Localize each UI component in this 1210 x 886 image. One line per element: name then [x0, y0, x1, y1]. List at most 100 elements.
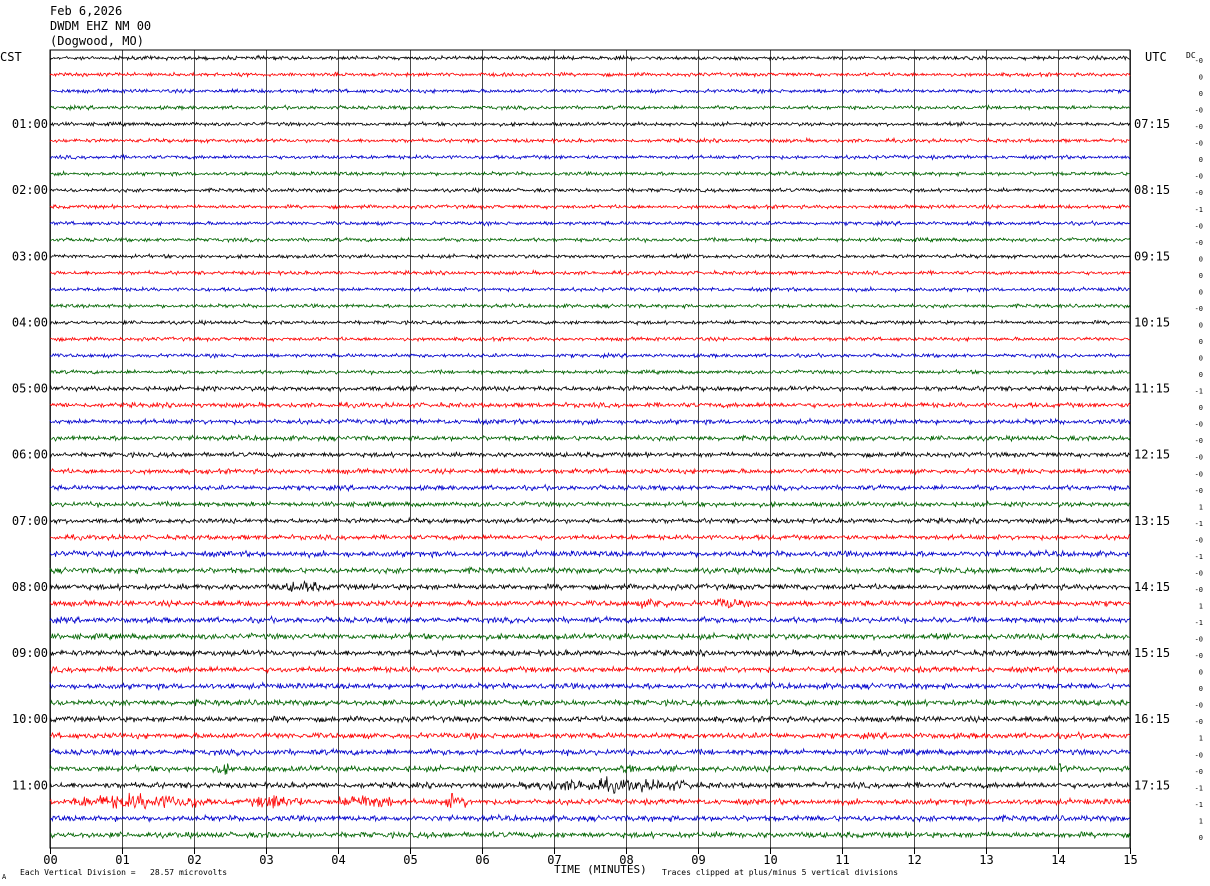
x-tick-label: 11 [835, 853, 849, 867]
dc-offset-value: 1 [1199, 735, 1203, 743]
dc-offset-value: 0 [1199, 255, 1203, 263]
utc-hour-label: 09:15 [1134, 249, 1170, 263]
dc-offset-value: -0 [1195, 487, 1203, 495]
dc-offset-value: -0 [1195, 636, 1203, 644]
trace-row [49, 186, 1131, 194]
trace-row [49, 136, 1131, 145]
utc-hour-label: 13:15 [1134, 514, 1170, 528]
dc-offset-value: -0 [1195, 718, 1203, 726]
trace-row [49, 776, 1131, 794]
trace-row [49, 698, 1131, 708]
trace-row [49, 665, 1131, 675]
cst-hour-label: 02:00 [12, 183, 48, 197]
x-tick-label: 05 [403, 853, 417, 867]
dc-offset-value: 0 [1199, 74, 1203, 82]
seismic-traces [49, 54, 1131, 840]
dc-offset-value: -0 [1195, 768, 1203, 776]
plot-frame [49, 49, 1131, 849]
trace-row [49, 236, 1131, 244]
trace-row [49, 499, 1131, 509]
trace-row [49, 714, 1131, 724]
utc-hour-label: 14:15 [1134, 580, 1170, 594]
x-tick-label: 15 [1123, 853, 1137, 867]
trace-row [49, 648, 1131, 658]
dc-offset-value: 0 [1199, 90, 1203, 98]
dc-offset-header: DC [1186, 51, 1196, 60]
x-tick-label: 14 [1051, 853, 1065, 867]
grid-lines [49, 49, 1131, 854]
dc-offset-value: -0 [1195, 536, 1203, 544]
cst-hour-label: 09:00 [12, 646, 48, 660]
dc-offset-value: -0 [1195, 586, 1203, 594]
utc-hour-label: 10:15 [1134, 315, 1170, 329]
x-axis-title: TIME (MINUTES) [554, 863, 647, 876]
trace-row [49, 103, 1131, 112]
dc-offset-value: -0 [1195, 173, 1203, 181]
utc-hour-label: 17:15 [1134, 778, 1170, 792]
trace-row [49, 548, 1131, 559]
cst-hour-label: 11:00 [12, 778, 48, 792]
trace-row [49, 269, 1131, 277]
dc-offset-value: 0 [1199, 355, 1203, 363]
cst-hour-label: 07:00 [12, 514, 48, 528]
dc-offset-value: -1 [1195, 520, 1203, 528]
trace-row [49, 368, 1131, 376]
utc-hour-label: 12:15 [1134, 448, 1170, 462]
dc-offset-value: 0 [1199, 321, 1203, 329]
trace-row [49, 351, 1131, 360]
trace-row [49, 681, 1131, 691]
trace-row [49, 401, 1131, 410]
trace-row [49, 153, 1131, 161]
trace-row [49, 483, 1131, 493]
trace-row [49, 813, 1131, 823]
x-tick-label: 04 [331, 853, 345, 867]
trace-row [49, 54, 1131, 62]
trace-row [49, 285, 1131, 293]
station-code: DWDM EHZ NM 00 [50, 19, 152, 33]
trace-row [49, 597, 1131, 609]
dc-offset-value: 0 [1199, 288, 1203, 296]
trace-row [49, 580, 1131, 593]
dc-offset-value: -0 [1195, 470, 1203, 478]
trace-row [49, 565, 1131, 576]
dc-offset-value: 0 [1199, 669, 1203, 677]
trace-row [49, 71, 1131, 79]
trace-row [49, 417, 1131, 427]
trace-row [49, 830, 1131, 840]
dc-offset-value: -0 [1195, 123, 1203, 131]
plot-date: Feb 6,2026 [50, 4, 123, 18]
trace-row [49, 203, 1131, 211]
trace-row [49, 120, 1131, 128]
dc-offset-value: 0 [1199, 272, 1203, 280]
trace-row [49, 631, 1131, 642]
utc-hour-label: 07:15 [1134, 117, 1170, 131]
corner-mark: A [2, 873, 7, 881]
dc-offset-value: -1 [1195, 801, 1203, 809]
dc-offset-value: -1 [1195, 784, 1203, 792]
axis-labels: 00 01 02 03 04 05 06 07 08 09 10 11 12 13 14 15-000-0-0… [12, 57, 1203, 867]
dc-offset-value: -0 [1195, 454, 1203, 462]
x-tick-label: 03 [259, 853, 273, 867]
x-tick-label: 06 [475, 853, 489, 867]
dc-offset-value: -0 [1195, 305, 1203, 313]
dc-offset-value: 1 [1199, 817, 1203, 825]
dc-offset-value: 0 [1199, 371, 1203, 379]
trace-row [49, 302, 1131, 310]
trace-row [49, 730, 1131, 741]
cst-hour-label: 01:00 [12, 117, 48, 131]
dc-offset-value: -0 [1195, 57, 1203, 65]
dc-offset-value: -0 [1195, 437, 1203, 445]
trace-row [49, 433, 1131, 443]
x-tick-label: 12 [907, 853, 921, 867]
dc-offset-value: -0 [1195, 569, 1203, 577]
trace-row [49, 450, 1131, 460]
clipping-note: Traces clipped at plus/minus 5 vertical … [662, 868, 899, 877]
dc-offset-value: -0 [1195, 239, 1203, 247]
dc-offset-value: -1 [1195, 553, 1203, 561]
station-location: (Dogwood, MO) [50, 34, 144, 48]
cst-hour-label: 08:00 [12, 580, 48, 594]
trace-row [49, 747, 1131, 757]
trace-row [49, 792, 1131, 810]
dc-offset-value: -1 [1195, 388, 1203, 396]
dc-offset-value: -0 [1195, 652, 1203, 660]
